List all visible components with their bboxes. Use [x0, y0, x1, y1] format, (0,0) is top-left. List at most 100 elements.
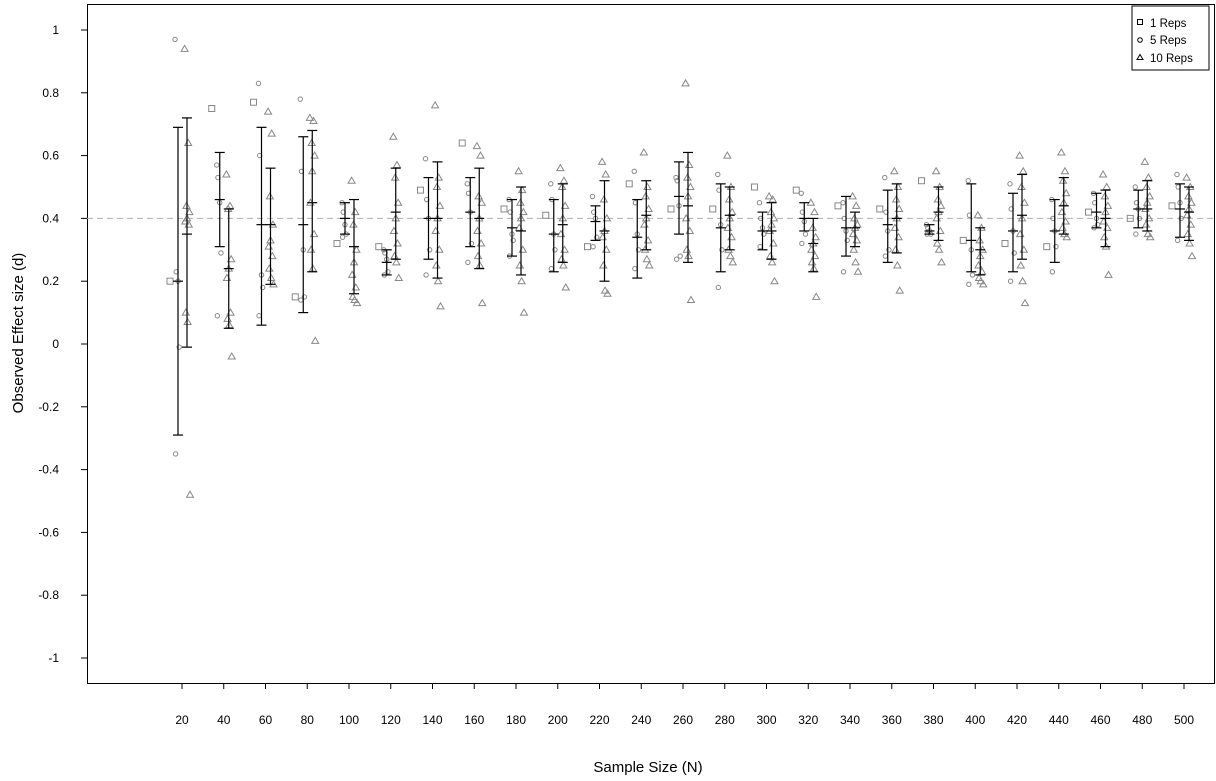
point-10-reps [1104, 270, 1113, 278]
point-10-reps [1143, 229, 1153, 238]
point-10-reps [227, 352, 237, 360]
point-10-reps [640, 220, 649, 228]
point-10-reps [185, 490, 195, 498]
point-10-reps [937, 257, 946, 266]
point-5-reps [673, 174, 679, 181]
x-tick-label: 460 [1090, 713, 1110, 727]
point-10-reps [310, 336, 320, 344]
point-5-reps [260, 284, 266, 291]
point-10-reps [1141, 220, 1151, 228]
point-1-reps [500, 205, 508, 213]
point-10-reps [807, 245, 816, 253]
point-5-reps [719, 247, 725, 253]
point-10-reps [1062, 232, 1072, 241]
x-tick-label: 340 [840, 713, 860, 727]
point-10-reps [686, 295, 696, 304]
point-10-reps [597, 157, 607, 165]
point-5-reps [969, 272, 976, 278]
point-10-reps [1058, 223, 1067, 231]
legend-label-10-reps: 10 Reps [1150, 53, 1193, 65]
point-10-reps [848, 229, 858, 238]
point-5-reps [882, 174, 888, 181]
point-10-reps [1098, 169, 1108, 178]
point-5-reps [840, 200, 846, 206]
point-5-reps [422, 156, 429, 162]
point-10-reps [852, 235, 862, 244]
point-10-reps [1061, 188, 1071, 197]
point-5-reps [594, 234, 600, 240]
point-5-reps [385, 269, 391, 275]
point-10-reps [431, 261, 441, 269]
x-tick-label: 140 [422, 713, 442, 727]
x-axis: 20 40 60 80 100 120 140 160 180 200 220 240 260 280 30… [175, 683, 1194, 727]
point-10-reps [1145, 191, 1155, 200]
point-5-reps [465, 259, 471, 266]
y-tick-label: -0.4 [38, 463, 59, 477]
point-5-reps [756, 200, 763, 206]
data-points [166, 36, 1197, 498]
point-10-reps [1102, 223, 1112, 231]
point-5-reps [339, 234, 346, 240]
point-10-reps [598, 261, 608, 269]
point-10-reps [853, 220, 862, 228]
point-10-reps [351, 282, 361, 291]
point-5-reps [297, 96, 303, 102]
point-10-reps [1099, 232, 1109, 241]
point-10-reps [306, 245, 316, 253]
point-10-reps [1018, 166, 1028, 175]
x-tick-label: 400 [965, 713, 985, 727]
legend-square-marker [1137, 19, 1143, 25]
point-1-reps [1126, 214, 1134, 222]
point-10-reps [226, 254, 236, 263]
point-10-reps [222, 273, 232, 282]
point-10-reps [603, 289, 612, 297]
point-5-reps [423, 272, 429, 278]
x-tick-label: 80 [301, 713, 315, 727]
point-5-reps [427, 247, 433, 253]
point-5-reps [1007, 278, 1014, 284]
point-10-reps [727, 207, 737, 216]
y-tick-label: 0.8 [42, 86, 59, 100]
point-10-reps [264, 264, 274, 272]
point-5-reps [301, 294, 308, 300]
point-1-reps [166, 277, 174, 285]
x-tick-label: 440 [1049, 713, 1069, 727]
point-10-reps [181, 308, 191, 316]
point-10-reps [602, 213, 612, 222]
point-1-reps [458, 139, 466, 147]
point-10-reps [1144, 173, 1153, 181]
point-10-reps [350, 207, 360, 216]
point-5-reps [715, 171, 721, 178]
point-1-reps [625, 180, 633, 188]
point-10-reps [977, 267, 987, 275]
point-10-reps [643, 235, 653, 244]
point-5-reps [965, 178, 971, 184]
point-5-reps [1011, 250, 1017, 256]
point-10-reps [183, 317, 192, 326]
x-tick-label: 300 [756, 713, 776, 727]
point-5-reps [882, 253, 889, 259]
point-10-reps [473, 226, 482, 234]
point-10-reps [976, 276, 986, 285]
point-5-reps [802, 231, 809, 237]
point-5-reps [589, 193, 596, 200]
point-5-reps [799, 240, 805, 247]
point-10-reps [684, 160, 694, 169]
x-tick-label: 260 [673, 713, 693, 727]
point-10-reps [1187, 198, 1196, 206]
x-tick-label: 120 [381, 713, 401, 727]
point-10-reps [559, 176, 569, 184]
point-1-reps [417, 186, 424, 194]
point-5-reps [464, 181, 470, 187]
point-10-reps [472, 141, 482, 150]
y-tick-label: 0 [52, 337, 59, 351]
point-10-reps [1020, 298, 1030, 307]
point-5-reps [218, 250, 224, 256]
point-5-reps [256, 313, 262, 319]
point-10-reps [555, 163, 565, 172]
point-10-reps [1020, 198, 1029, 206]
point-10-reps [598, 232, 608, 241]
point-10-reps [434, 245, 444, 253]
point-10-reps [768, 239, 778, 247]
